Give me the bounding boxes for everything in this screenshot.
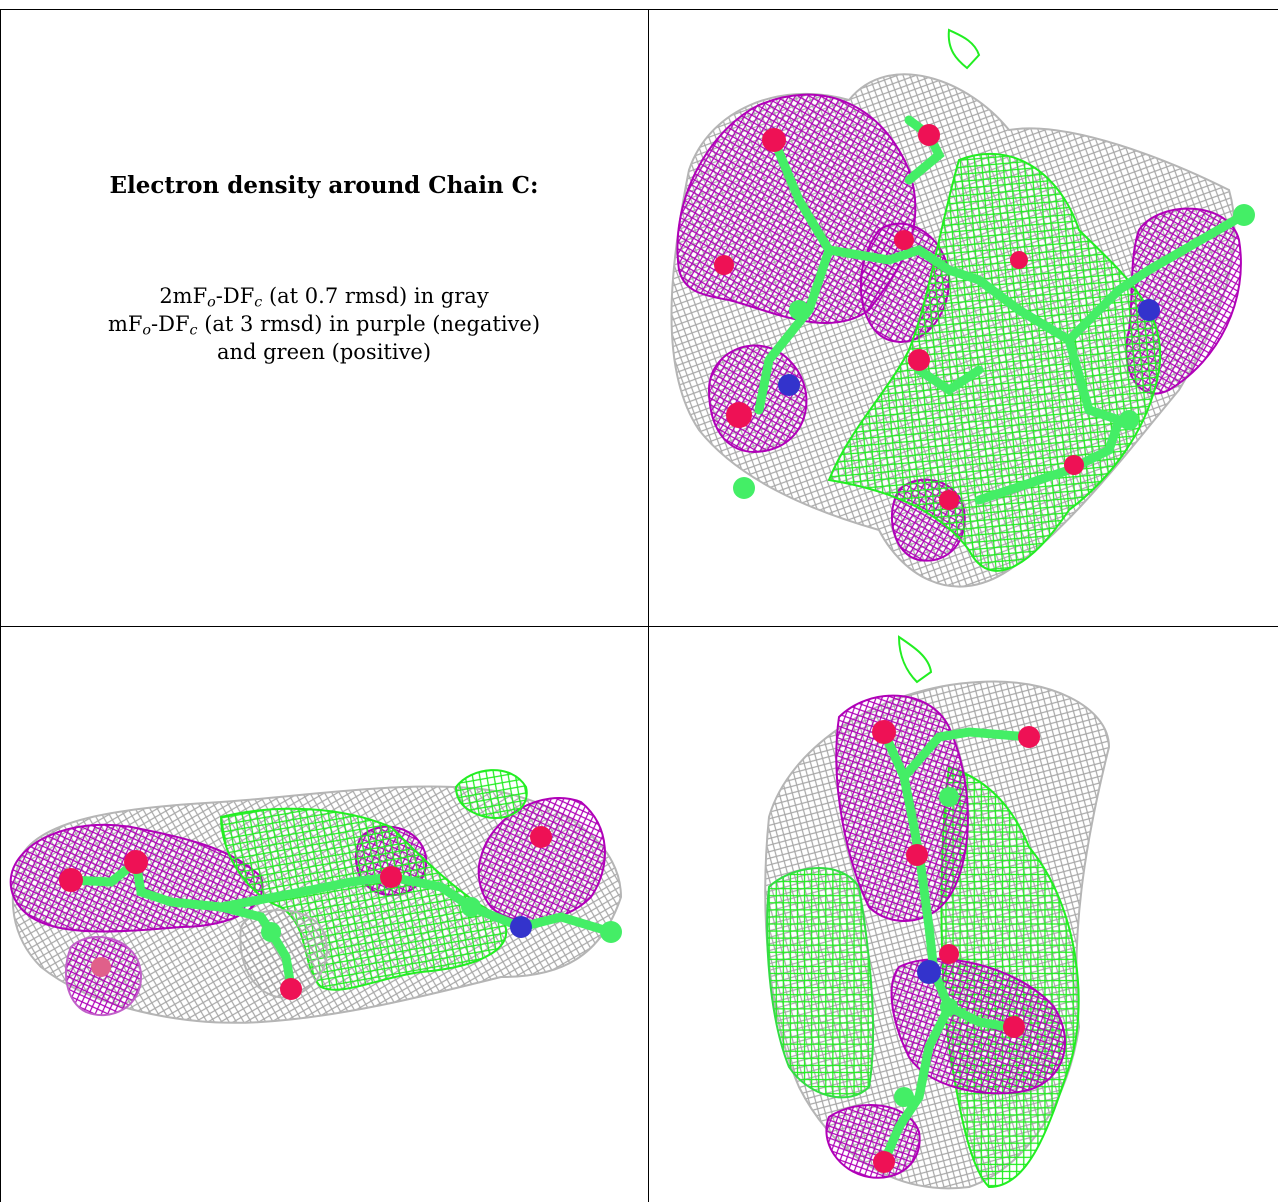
legend-line-difference: mFo-DFc (at 3 rmsd) in purple (negative) xyxy=(107,312,541,339)
density-mesh-view-3-icon xyxy=(764,635,1111,1190)
atom-model xyxy=(754,115,1249,505)
legend-line-positive: and green (positive) xyxy=(216,340,432,364)
legend-line-gray: 2mFo-DFc (at 0.7 rmsd) in gray xyxy=(159,284,489,311)
density-mesh-view-1-icon xyxy=(670,28,1255,588)
atom-spheres xyxy=(714,124,1255,510)
caption-title: Electron density around Chain C: xyxy=(109,172,539,199)
table-divider-horizontal xyxy=(0,626,1278,627)
caption-legend: 2mFo-DFc (at 0.7 rmsd) in gray mFo-DFc (… xyxy=(0,282,648,366)
table-border-top xyxy=(0,9,1278,10)
table-divider-vertical xyxy=(648,9,649,1202)
table-border-left xyxy=(0,9,1,1202)
density-panel-bottom-left xyxy=(1,627,648,1202)
caption-cell: Electron density around Chain C: 2mFo-DF… xyxy=(0,0,648,626)
density-panel-bottom-right xyxy=(649,627,1278,1202)
density-panel-top-right xyxy=(649,10,1278,626)
density-mesh-view-2-icon xyxy=(9,769,623,1024)
